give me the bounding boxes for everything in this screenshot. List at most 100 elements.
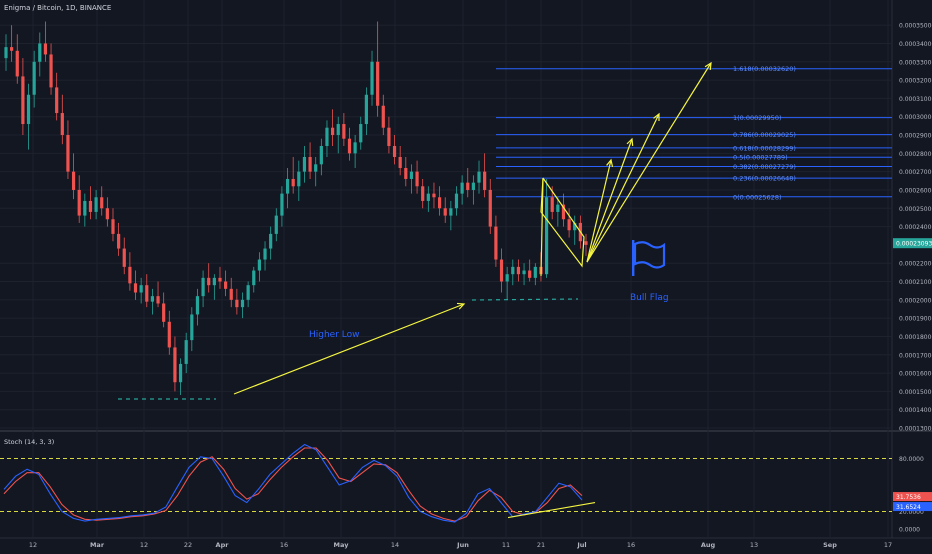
candle-body bbox=[145, 285, 149, 302]
time-tick-label: 16 bbox=[627, 541, 635, 549]
projection-arrow-1-head bbox=[606, 158, 614, 167]
candle-body bbox=[460, 182, 464, 194]
candle-body bbox=[212, 277, 216, 286]
time-tick-label: 12 bbox=[29, 541, 37, 549]
price-tick-label: 0.00025000 bbox=[899, 206, 932, 213]
candle-body bbox=[471, 182, 475, 190]
price-tick-label: 0.00022000 bbox=[899, 261, 932, 268]
candle-body bbox=[353, 142, 357, 154]
candle-body bbox=[381, 105, 385, 128]
candle-body bbox=[55, 87, 59, 114]
time-tick-label: Jul bbox=[576, 541, 586, 549]
candle-body bbox=[184, 340, 188, 364]
higher-low-arrow-head bbox=[456, 302, 466, 310]
chart-header: Enigma / Bitcoin, 1D, BINANCE bbox=[4, 4, 111, 12]
projection-arrow-2 bbox=[586, 138, 633, 263]
candle-body bbox=[218, 277, 222, 282]
price-tick-label: 0.00016000 bbox=[899, 371, 932, 378]
candle-body bbox=[173, 347, 177, 383]
flag-icon-cloth bbox=[633, 241, 666, 269]
candle-body bbox=[269, 233, 273, 249]
drawings: Higher Low Bull Flag bbox=[118, 61, 712, 400]
candle-body bbox=[398, 156, 402, 168]
candle-body bbox=[359, 124, 363, 143]
fib-level-label: 0.382(0.00027279) bbox=[733, 163, 796, 171]
candle-body bbox=[314, 164, 318, 172]
grid-lines bbox=[0, 0, 932, 539]
candle-body bbox=[550, 197, 554, 212]
candle-body bbox=[167, 321, 171, 348]
candle-body bbox=[342, 124, 346, 139]
price-tick-label: 0.00018000 bbox=[899, 334, 932, 341]
candle-body bbox=[252, 270, 256, 286]
price-tick-label: 0.00019000 bbox=[899, 316, 932, 323]
candle-body bbox=[77, 189, 81, 216]
candle-body bbox=[297, 171, 301, 187]
candle-body bbox=[319, 146, 323, 165]
time-tick-label: 11 bbox=[502, 541, 510, 549]
candle-body bbox=[415, 171, 419, 187]
candle-body bbox=[195, 296, 200, 315]
candle-body bbox=[483, 171, 487, 190]
price-tick-label: 0.00015000 bbox=[899, 389, 932, 396]
candle-body bbox=[117, 233, 121, 249]
price-tick-label: 0.00013000 bbox=[899, 426, 932, 433]
candle-body bbox=[556, 204, 560, 212]
candle-body bbox=[4, 47, 8, 59]
current-price-badge bbox=[893, 238, 932, 249]
candle-body bbox=[387, 127, 391, 147]
candle-body bbox=[437, 197, 442, 209]
candle-body bbox=[280, 193, 284, 216]
candle-body bbox=[331, 127, 335, 136]
price-tick-label: 0.00034000 bbox=[899, 41, 932, 48]
candle-body bbox=[83, 200, 87, 216]
time-tick-label: 16 bbox=[280, 541, 288, 549]
candle-body bbox=[370, 61, 374, 95]
candle-body bbox=[66, 135, 70, 172]
candle-body bbox=[376, 61, 380, 106]
stoch-label: Stoch (14, 3, 3) bbox=[4, 438, 54, 446]
candle-body bbox=[150, 296, 155, 302]
candle-body bbox=[584, 241, 588, 245]
flag-icon-pole bbox=[632, 240, 635, 276]
candle-body bbox=[291, 178, 295, 187]
flag-pole-line bbox=[540, 177, 544, 277]
candle-body bbox=[100, 197, 104, 209]
candle-body bbox=[257, 259, 261, 271]
candle-body bbox=[190, 314, 194, 341]
candle-body bbox=[522, 270, 526, 275]
stoch-pane: Stoch (14, 3, 3) bbox=[0, 438, 892, 523]
candle-body bbox=[139, 285, 143, 293]
candle-body bbox=[246, 285, 250, 300]
price-tick-label: 0.00030000 bbox=[899, 114, 932, 121]
fib-levels: 1.618(0.00032620) 1(0.00029950) 0.786(0.00… bbox=[496, 65, 892, 201]
candle-body bbox=[499, 259, 504, 282]
candle-body bbox=[454, 193, 459, 209]
bull-flag-label: Bull Flag bbox=[630, 293, 669, 303]
symbol-title[interactable]: Enigma / Bitcoin, 1D, BINANCE bbox=[4, 4, 112, 12]
candle-body bbox=[122, 248, 126, 267]
stoch-d-badge bbox=[893, 492, 932, 502]
candle-body bbox=[229, 288, 233, 300]
flag-channel bbox=[540, 177, 585, 268]
time-tick-label: Aug bbox=[701, 541, 716, 549]
candle-body bbox=[488, 189, 492, 227]
time-tick-label: 14 bbox=[391, 541, 399, 549]
price-tick-label: 0.00017000 bbox=[899, 352, 932, 359]
projection-arrow-3 bbox=[586, 113, 660, 263]
candle-body bbox=[567, 219, 571, 231]
price-tick-label: 0.00020000 bbox=[899, 297, 932, 304]
candle-body bbox=[43, 43, 48, 55]
candle-body bbox=[10, 47, 14, 51]
price-tick-label: 0.00028000 bbox=[899, 151, 932, 158]
candle-body bbox=[404, 167, 408, 179]
price-tick-label: 0.00026000 bbox=[899, 187, 932, 194]
projection-arrow-3-head bbox=[653, 112, 660, 122]
candle-body bbox=[516, 266, 521, 275]
candle-body bbox=[511, 266, 515, 275]
stoch-k-badge bbox=[893, 502, 932, 512]
candle-body bbox=[111, 219, 115, 234]
price-tick-label: 0.00027000 bbox=[899, 169, 932, 176]
